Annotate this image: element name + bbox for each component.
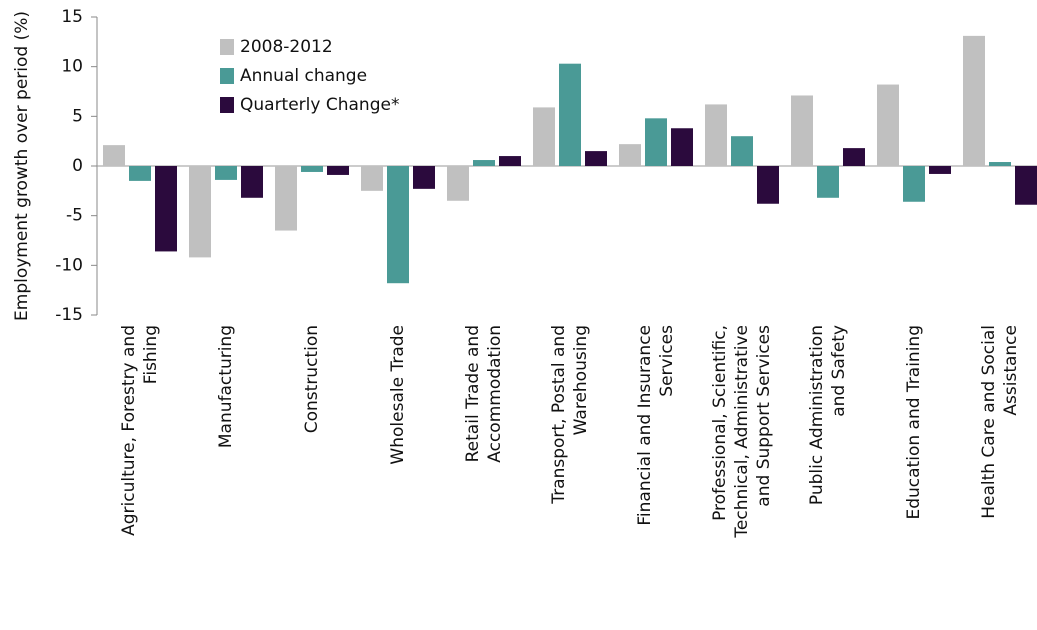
bar (129, 166, 151, 181)
x-tick-label: Transport, Postal and Warehousing (549, 325, 591, 505)
bar (929, 166, 951, 174)
bar (215, 166, 237, 180)
bar (499, 156, 521, 166)
y-tick-label: 10 (61, 57, 83, 77)
x-tick-label: Professional, Scientific, Technical, Admi… (710, 325, 774, 539)
bar (645, 118, 667, 166)
x-tick-label: Financial and Insurance Services (635, 325, 677, 526)
bar (671, 128, 693, 166)
bar (275, 166, 297, 231)
bar (327, 166, 349, 175)
y-tick-label: 0 (72, 156, 83, 176)
x-tick-label: Education and Training (904, 325, 924, 520)
bar (903, 166, 925, 202)
y-tick-label: -15 (55, 305, 83, 325)
bar (447, 166, 469, 201)
x-tick-label: Construction (302, 325, 322, 433)
bar (877, 84, 899, 166)
y-tick-label: -5 (66, 206, 83, 226)
legend-swatch (220, 97, 234, 113)
bar (241, 166, 263, 198)
x-tick-label: Agriculture, Forestry and Fishing (119, 325, 161, 536)
bar (1015, 166, 1037, 205)
bar (989, 162, 1011, 166)
y-tick-label: -10 (55, 255, 83, 275)
bar (413, 166, 435, 189)
x-tick-label: Health Care and Social Assistance (979, 325, 1021, 519)
x-tick-label: Wholesale Trade (388, 325, 408, 465)
bar (705, 104, 727, 166)
legend-swatch (220, 39, 234, 55)
legend-swatch (220, 68, 234, 84)
y-tick-label: 5 (72, 106, 83, 126)
legend-label: Annual change (240, 66, 367, 86)
bar (473, 160, 495, 166)
bar (189, 166, 211, 258)
y-axis-label: Employment growth over period (%) (12, 11, 32, 321)
legend-label: Quarterly Change* (240, 95, 399, 115)
bar (387, 166, 409, 284)
bar (817, 166, 839, 198)
bar (155, 166, 177, 252)
x-tick-label: Public Administration and Safety (807, 325, 849, 505)
bar (843, 148, 865, 166)
bar (301, 166, 323, 172)
bar (731, 136, 753, 166)
bar (619, 144, 641, 166)
bar (533, 107, 555, 166)
y-tick-label: 15 (61, 7, 83, 27)
bar (103, 145, 125, 166)
x-tick-label: Manufacturing (216, 325, 236, 448)
bar (559, 63, 581, 166)
bar (791, 95, 813, 166)
bar (361, 166, 383, 191)
x-tick-label: Retail Trade and Accommodation (463, 325, 505, 463)
legend-label: 2008-2012 (240, 37, 333, 57)
bar (963, 35, 985, 166)
bar (585, 151, 607, 166)
bar (757, 166, 779, 204)
